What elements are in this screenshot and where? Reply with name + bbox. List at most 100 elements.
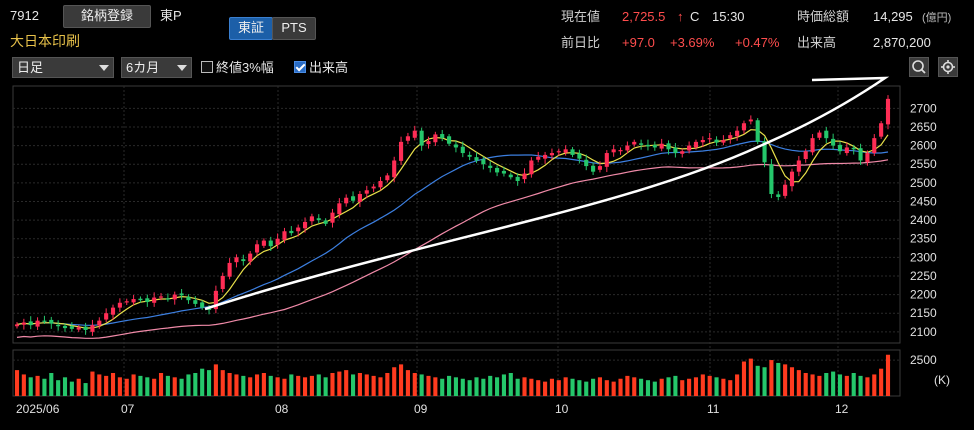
volume-bar (337, 371, 342, 396)
candle-body (687, 145, 692, 151)
candle-body (604, 153, 609, 167)
range-select[interactable]: 6カ月 (121, 57, 192, 78)
candle-body (309, 216, 314, 222)
volume-bar (748, 358, 753, 396)
candle-body (241, 259, 246, 262)
candle-body (350, 196, 356, 201)
close3-checkbox[interactable] (201, 61, 213, 73)
volume-toggle-label: 出来高 (309, 60, 349, 75)
y-tick-label: 2300 (910, 250, 937, 264)
y-tick-label: 2600 (910, 139, 937, 153)
volume-bar (837, 374, 843, 396)
candle-body (364, 190, 369, 194)
volume-bar (885, 354, 891, 396)
candle-body (453, 144, 458, 148)
candle-body (186, 296, 191, 301)
candle-body (28, 321, 33, 326)
volume-bar (810, 374, 815, 396)
stock-code: 7912 (10, 8, 39, 23)
candle-body (481, 159, 486, 165)
volume-bar (158, 373, 164, 396)
candle-body (323, 220, 328, 224)
register-button[interactable]: 銘柄登録 (63, 5, 151, 28)
volume-bar (330, 373, 335, 396)
volume-bar (426, 375, 431, 396)
x-tick-label: 09 (414, 402, 428, 416)
volume-bar (213, 364, 218, 396)
volume-bar (49, 373, 54, 396)
volume-bar (275, 377, 280, 396)
tab-pts[interactable]: PTS (272, 17, 316, 40)
candle-body (220, 275, 225, 289)
volume-bar (687, 378, 692, 396)
volume-bar (234, 374, 239, 396)
volume-bar (145, 377, 150, 396)
volume-bar (344, 370, 349, 396)
change-percent: +3.69% (670, 35, 715, 50)
volume-bar (762, 367, 767, 396)
candle-body (254, 244, 260, 253)
candle-body (851, 147, 856, 150)
volume-bar (460, 378, 465, 396)
candle-body (549, 153, 555, 156)
candle-body (769, 164, 774, 195)
candle-body (42, 320, 47, 322)
mcap-unit: (億円) (922, 12, 952, 24)
candle-body (488, 165, 493, 168)
volume-bar (618, 378, 623, 396)
candle-body (302, 221, 308, 229)
volume-bar (200, 368, 205, 396)
candle-body (440, 134, 445, 139)
candle-body (316, 218, 321, 221)
volume-bar (844, 375, 849, 396)
period-select[interactable]: 日足 (12, 57, 114, 78)
candle-body (563, 149, 568, 153)
candle-body (344, 197, 349, 204)
volume-bar (56, 380, 61, 396)
volume-bar (604, 380, 609, 396)
settings-button[interactable] (938, 57, 958, 77)
volume-bar (632, 377, 637, 396)
volume-bar (385, 373, 390, 396)
volume-bar (35, 375, 40, 396)
mcap-value: 14,295 (873, 9, 913, 24)
volume-bar (261, 373, 266, 396)
candle-body (49, 319, 54, 324)
x-tick-label: 11 (707, 402, 720, 416)
volume-bar (755, 365, 760, 396)
company-name: 大日本印刷 (10, 33, 80, 49)
zoom-button[interactable] (909, 57, 929, 77)
change-percent-2: +0.47% (735, 35, 780, 50)
tab-tosho[interactable]: 東証 (229, 17, 273, 40)
y-tick-label: 2700 (910, 101, 937, 115)
volume-bar (796, 370, 801, 396)
volume-bar (495, 377, 500, 396)
candle-body (741, 123, 747, 131)
volume-bar (700, 374, 705, 396)
volume-checkbox[interactable] (294, 61, 306, 73)
x-tick-label: 07 (121, 402, 135, 416)
candle-body (21, 322, 26, 325)
volume-bar (241, 375, 246, 396)
volume-bar (673, 375, 678, 396)
volume-bar (131, 374, 136, 396)
volume-bar (536, 380, 541, 396)
candle-body (35, 320, 40, 327)
candle-body (858, 148, 863, 161)
candle-body (460, 146, 465, 154)
candle-body (501, 170, 506, 174)
y-tick-label: 2500 (910, 176, 937, 190)
volume-bar (481, 378, 486, 396)
candle-body (597, 166, 603, 170)
y-tick-label: 2100 (910, 325, 937, 339)
volume-bar (659, 378, 664, 396)
y-tick-label: 2650 (910, 120, 937, 134)
volume-bar (110, 373, 116, 396)
volume-bar (803, 373, 808, 396)
y-tick-label: 2550 (910, 157, 937, 171)
volume-bar (735, 374, 740, 396)
volume-bar (789, 367, 795, 396)
candle-body (728, 135, 733, 139)
volume-bar (707, 375, 712, 396)
